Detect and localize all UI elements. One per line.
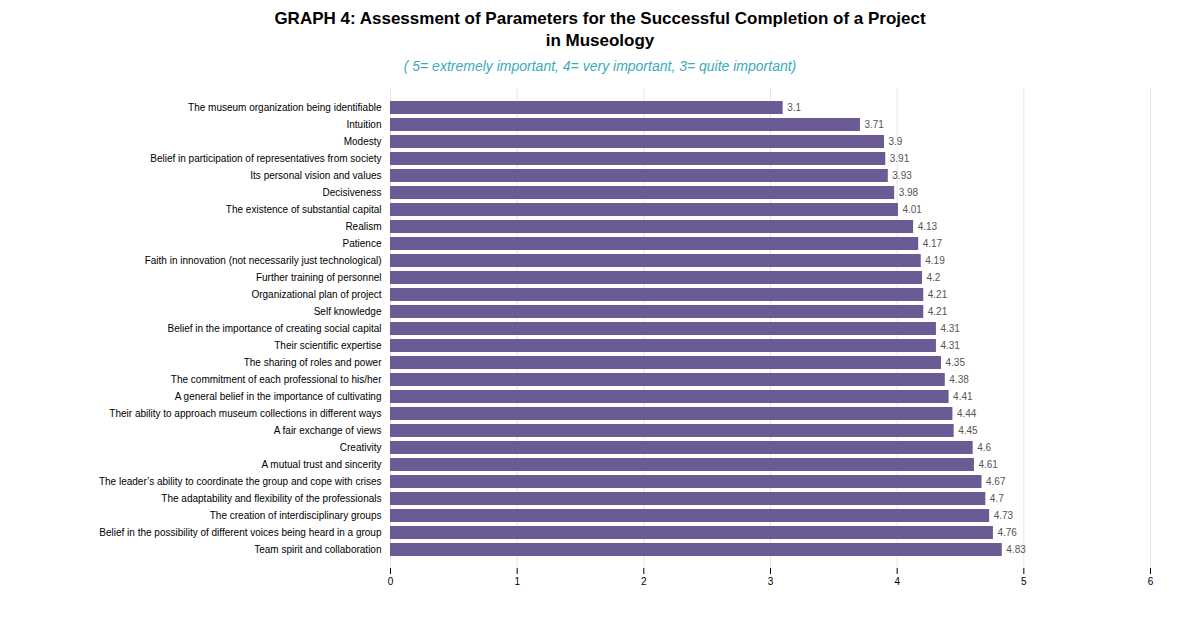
svg-text:4.13: 4.13 xyxy=(918,221,938,232)
svg-text:Team spirit and collaboration: Team spirit and collaboration xyxy=(254,544,381,555)
svg-text:4.21: 4.21 xyxy=(928,289,948,300)
svg-text:A fair exchange of views: A fair exchange of views xyxy=(274,425,382,436)
svg-text:0: 0 xyxy=(388,576,394,587)
svg-text:4.73: 4.73 xyxy=(994,510,1014,521)
html-text:( 5= extremely important, 4= v: ( 5= extremely important, 4= very import… xyxy=(403,58,797,75)
svg-text:4.01: 4.01 xyxy=(902,204,922,215)
svg-text:4.41: 4.41 xyxy=(953,391,973,402)
svg-text:2: 2 xyxy=(641,576,647,587)
svg-text:4.76: 4.76 xyxy=(997,527,1017,538)
svg-text:4.31: 4.31 xyxy=(940,323,960,334)
svg-text:Their scientific expertise: Their scientific expertise xyxy=(274,340,382,351)
svg-text:Faith in innovation (not neces: Faith in innovation (not necessarily jus… xyxy=(145,255,382,266)
svg-text:4.17: 4.17 xyxy=(923,238,943,249)
svg-text:3.1: 3.1 xyxy=(787,102,801,113)
svg-text:4.31: 4.31 xyxy=(940,340,960,351)
svg-text:Modesty: Modesty xyxy=(344,136,382,147)
svg-text:4: 4 xyxy=(894,576,900,587)
svg-text:The adaptability and flexibili: The adaptability and flexibility of the … xyxy=(161,493,381,504)
svg-text:The leader’s ability to coordi: The leader’s ability to coordinate the g… xyxy=(99,476,382,487)
svg-text:Belief in the importance of cr: Belief in the importance of creating soc… xyxy=(167,323,381,334)
svg-text:Organizational plan of project: Organizational plan of project xyxy=(251,289,381,300)
svg-text:A mutual trust and sincerity: A mutual trust and sincerity xyxy=(261,459,381,470)
svg-text:Decisiveness: Decisiveness xyxy=(323,187,382,198)
svg-text:4.67: 4.67 xyxy=(986,476,1006,487)
svg-text:Intuition: Intuition xyxy=(346,119,381,130)
svg-text:Creativity: Creativity xyxy=(340,442,382,453)
svg-text:Belief in participation of rep: Belief in participation of representativ… xyxy=(150,153,381,164)
svg-text:The creation of interdisciplin: The creation of interdisciplinary groups xyxy=(210,510,382,521)
svg-text:4.7: 4.7 xyxy=(990,493,1004,504)
svg-text:Realism: Realism xyxy=(345,221,381,232)
html-text:GRAPH 4: Assessment of Paramet: GRAPH 4: Assessment of Parameters for th… xyxy=(274,9,926,28)
svg-text:5: 5 xyxy=(1021,576,1027,587)
svg-text:1: 1 xyxy=(514,576,520,587)
svg-text:Their ability to approach muse: Their ability to approach museum collect… xyxy=(109,408,381,419)
svg-text:4.35: 4.35 xyxy=(946,357,966,368)
svg-text:4.61: 4.61 xyxy=(978,459,998,470)
svg-text:The existence of substantial c: The existence of substantial capital xyxy=(226,204,382,215)
svg-text:6: 6 xyxy=(1148,576,1154,587)
svg-text:Further training of personnel: Further training of personnel xyxy=(256,272,382,283)
svg-text:3.9: 3.9 xyxy=(889,136,903,147)
svg-text:The museum organization being: The museum organization being identifiab… xyxy=(188,102,382,113)
html-text:in Museology: in Museology xyxy=(545,31,655,51)
svg-text:Self knowledge: Self knowledge xyxy=(314,306,382,317)
svg-text:Patience: Patience xyxy=(343,238,382,249)
svg-text:Belief in the possibility of d: Belief in the possibility of different v… xyxy=(99,527,382,538)
svg-text:4.83: 4.83 xyxy=(1006,544,1026,555)
svg-text:4.6: 4.6 xyxy=(977,442,991,453)
svg-text:4.45: 4.45 xyxy=(958,425,978,436)
svg-text:4.19: 4.19 xyxy=(925,255,945,266)
svg-text:3.91: 3.91 xyxy=(890,153,910,164)
svg-text:The sharing of roles and power: The sharing of roles and power xyxy=(244,357,383,368)
svg-text:4.2: 4.2 xyxy=(927,272,941,283)
svg-text:The commitment of each profess: The commitment of each professional to h… xyxy=(171,374,382,385)
svg-text:4.44: 4.44 xyxy=(957,408,977,419)
svg-text:4.38: 4.38 xyxy=(949,374,969,385)
svg-text:3.93: 3.93 xyxy=(892,170,912,181)
svg-text:3: 3 xyxy=(768,576,774,587)
svg-text:3.98: 3.98 xyxy=(899,187,919,198)
svg-text:4.21: 4.21 xyxy=(928,306,948,317)
svg-text:A general belief in the import: A general belief in the importance of cu… xyxy=(175,391,382,402)
svg-text:3.71: 3.71 xyxy=(864,119,884,130)
svg-text:Its personal vision and values: Its personal vision and values xyxy=(250,170,381,181)
